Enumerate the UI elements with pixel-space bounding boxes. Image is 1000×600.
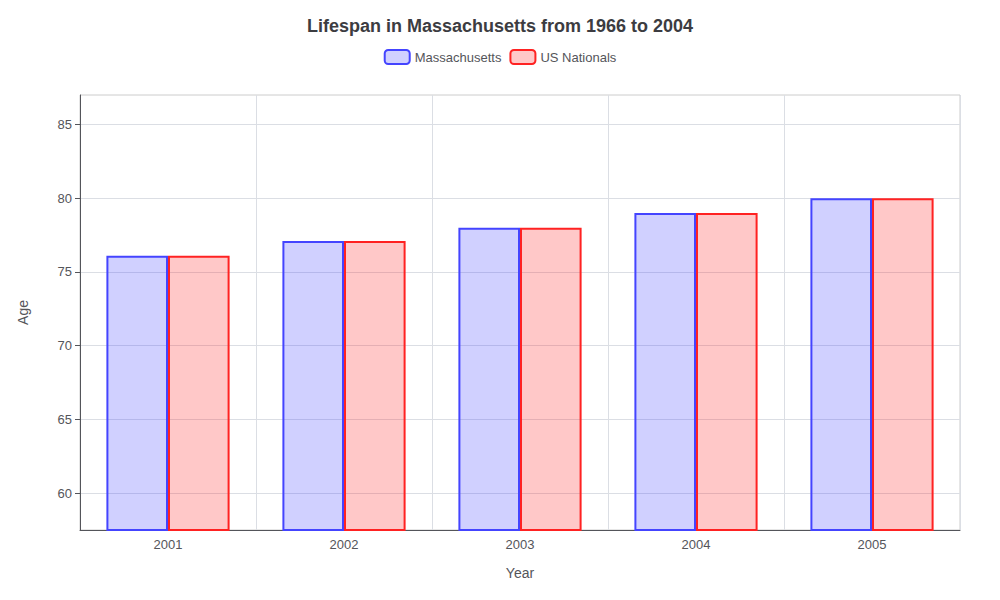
svg-text:Massachusetts: Massachusetts: [415, 50, 502, 65]
svg-text:US Nationals: US Nationals: [540, 50, 616, 65]
svg-text:80: 80: [58, 191, 72, 206]
svg-text:70: 70: [58, 338, 72, 353]
svg-text:2004: 2004: [682, 537, 711, 552]
svg-text:2001: 2001: [154, 537, 183, 552]
svg-text:Year: Year: [506, 565, 535, 581]
svg-text:75: 75: [58, 264, 72, 279]
svg-text:65: 65: [58, 412, 72, 427]
svg-text:Lifespan in Massachusetts from: Lifespan in Massachusetts from 1966 to 2…: [307, 16, 693, 36]
svg-text:60: 60: [58, 486, 72, 501]
svg-text:85: 85: [58, 117, 72, 132]
svg-text:2003: 2003: [506, 537, 535, 552]
svg-text:2005: 2005: [858, 537, 887, 552]
svg-text:2002: 2002: [330, 537, 359, 552]
svg-text:Age: Age: [15, 300, 31, 325]
